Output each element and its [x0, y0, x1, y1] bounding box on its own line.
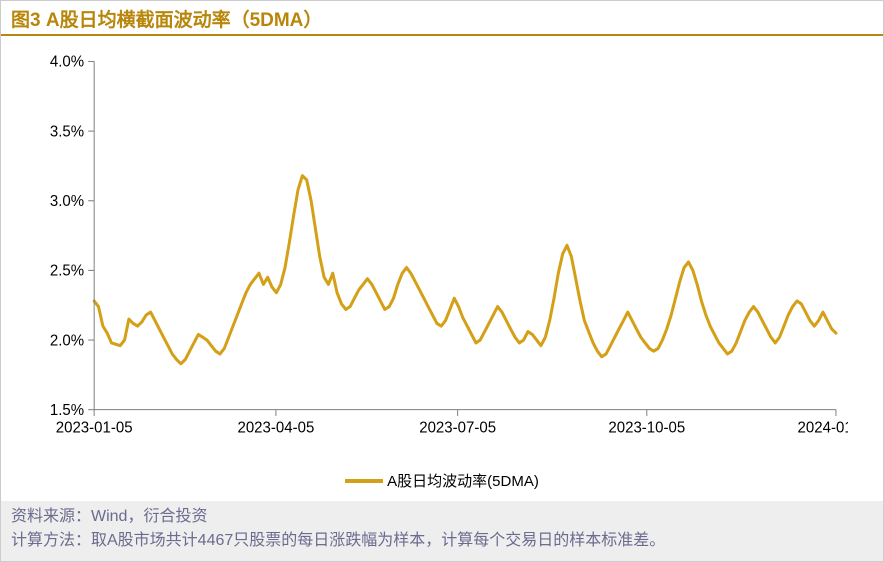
- figure-container: 图3 A股日均横截面波动率（5DMA） 1.5% 2.0% 2.5% 3.0% 3.5%…: [0, 0, 884, 562]
- svg-text:3.0%: 3.0%: [50, 193, 85, 210]
- legend: A股日均波动率(5DMA): [1, 465, 883, 501]
- x-axis: 2023-01-05 2023-04-05 2023-07-05 2023-10-05…: [56, 410, 848, 437]
- chart-area: 1.5%2.0%2.5%3.0%3.5%4.0% 2023-01-052023-…: [1, 36, 883, 465]
- svg-text:2024-01-05: 2024-01-05: [798, 419, 848, 436]
- footer-method: 计算方法：取A股市场共计4467只股票的每日涨跌幅为样本，计算每个交易日的样本标…: [11, 529, 873, 553]
- svg-text:2023-07-05: 2023-07-05: [419, 419, 496, 436]
- legend-swatch: [345, 479, 383, 483]
- axis-lines: [94, 61, 836, 409]
- svg-text:2.0%: 2.0%: [50, 332, 85, 349]
- svg-text:1.5%: 1.5%: [50, 402, 85, 419]
- plot-line: [94, 176, 836, 364]
- svg-text:2.5%: 2.5%: [50, 262, 85, 279]
- footer-source: 资料来源：Wind，衍合投资: [11, 505, 873, 529]
- legend-label: A股日均波动率(5DMA): [387, 470, 539, 491]
- svg-text:2023-10-05: 2023-10-05: [608, 419, 685, 436]
- y-axis: 1.5% 2.0% 2.5% 3.0% 3.5% 4.0%: [50, 53, 94, 419]
- chart-title-text: 图3 A股日均横截面波动率（5DMA）: [11, 10, 322, 31]
- line-chart-svg: 1.5%2.0%2.5%3.0%3.5%4.0% 2023-01-052023-…: [26, 51, 848, 460]
- footer: 资料来源：Wind，衍合投资 计算方法：取A股市场共计4467只股票的每日涨跌幅…: [1, 501, 883, 561]
- chart-title: 图3 A股日均横截面波动率（5DMA）: [1, 1, 883, 34]
- svg-text:2023-01-05: 2023-01-05: [56, 419, 133, 436]
- svg-text:4.0%: 4.0%: [50, 53, 85, 70]
- svg-text:3.5%: 3.5%: [50, 123, 85, 140]
- svg-text:2023-04-05: 2023-04-05: [237, 419, 314, 436]
